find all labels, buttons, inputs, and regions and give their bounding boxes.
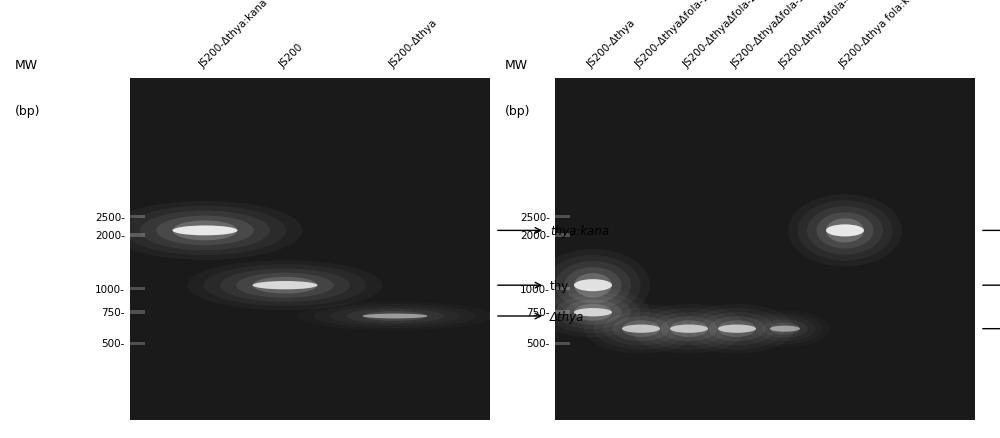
FancyBboxPatch shape — [555, 287, 570, 291]
Ellipse shape — [362, 314, 428, 319]
FancyBboxPatch shape — [130, 311, 145, 314]
Ellipse shape — [236, 273, 334, 298]
Ellipse shape — [622, 321, 660, 337]
FancyBboxPatch shape — [130, 79, 490, 420]
Ellipse shape — [670, 325, 708, 333]
Text: JS200-Δthya fola:kana: JS200-Δthya fola:kana — [838, 0, 926, 70]
Ellipse shape — [816, 213, 874, 249]
Text: JS200: JS200 — [278, 42, 306, 70]
Text: 1000-: 1000- — [520, 284, 550, 294]
Ellipse shape — [362, 311, 428, 321]
Ellipse shape — [555, 261, 631, 310]
Text: 2000-: 2000- — [520, 230, 550, 240]
Ellipse shape — [807, 207, 883, 255]
Ellipse shape — [612, 316, 670, 341]
Ellipse shape — [708, 316, 766, 341]
Ellipse shape — [252, 281, 318, 290]
Ellipse shape — [770, 323, 800, 335]
Ellipse shape — [140, 211, 270, 251]
FancyBboxPatch shape — [130, 287, 145, 291]
Ellipse shape — [670, 321, 708, 337]
FancyBboxPatch shape — [130, 342, 145, 345]
Text: JS200-ΔthyaΔfola-1: JS200-ΔthyaΔfola-1 — [634, 0, 712, 70]
Ellipse shape — [173, 221, 238, 241]
Ellipse shape — [622, 325, 660, 333]
Text: JS200-ΔthyaΔfola-3: JS200-ΔthyaΔfola-3 — [730, 0, 808, 70]
Text: 2000-: 2000- — [95, 230, 125, 240]
FancyBboxPatch shape — [130, 215, 145, 219]
Ellipse shape — [826, 225, 864, 237]
Text: 500-: 500- — [102, 339, 125, 349]
Ellipse shape — [826, 219, 864, 243]
Text: MW: MW — [15, 59, 38, 72]
Ellipse shape — [660, 316, 718, 341]
Text: thy: thy — [550, 279, 569, 292]
Text: JS200-Δthya:kana: JS200-Δthya:kana — [198, 0, 270, 70]
Text: 750-: 750- — [102, 307, 125, 318]
Text: (bp): (bp) — [15, 105, 40, 118]
FancyBboxPatch shape — [555, 311, 570, 314]
Ellipse shape — [564, 268, 622, 304]
FancyBboxPatch shape — [555, 215, 570, 219]
Text: JS200-Δthya: JS200-Δthya — [388, 18, 440, 70]
Ellipse shape — [252, 277, 318, 294]
Text: 2500-: 2500- — [95, 212, 125, 222]
Text: 1000-: 1000- — [95, 284, 125, 294]
Ellipse shape — [770, 326, 800, 332]
Ellipse shape — [555, 296, 631, 329]
Text: 750-: 750- — [526, 307, 550, 318]
FancyBboxPatch shape — [130, 233, 145, 237]
Ellipse shape — [574, 304, 612, 321]
Text: 500-: 500- — [527, 339, 550, 349]
FancyBboxPatch shape — [555, 79, 975, 420]
Text: MW: MW — [505, 59, 528, 72]
Text: 2500-: 2500- — [520, 212, 550, 222]
Text: JS200-Δthya: JS200-Δthya — [586, 18, 638, 70]
Ellipse shape — [718, 325, 756, 333]
FancyBboxPatch shape — [555, 342, 570, 345]
Ellipse shape — [173, 226, 238, 236]
Ellipse shape — [564, 300, 622, 325]
Text: Δthya: Δthya — [550, 310, 584, 323]
Text: JS200-ΔthyaΔfola-2: JS200-ΔthyaΔfola-2 — [682, 0, 760, 70]
Ellipse shape — [718, 321, 756, 337]
Ellipse shape — [574, 279, 612, 292]
Text: thya:kana: thya:kana — [550, 224, 609, 237]
Text: JS200-ΔthyaΔfola-4: JS200-ΔthyaΔfola-4 — [778, 0, 856, 70]
Ellipse shape — [156, 216, 254, 246]
Ellipse shape — [574, 273, 612, 297]
Text: (bp): (bp) — [505, 105, 530, 118]
Ellipse shape — [220, 269, 350, 302]
FancyBboxPatch shape — [555, 233, 570, 237]
Ellipse shape — [574, 308, 612, 317]
